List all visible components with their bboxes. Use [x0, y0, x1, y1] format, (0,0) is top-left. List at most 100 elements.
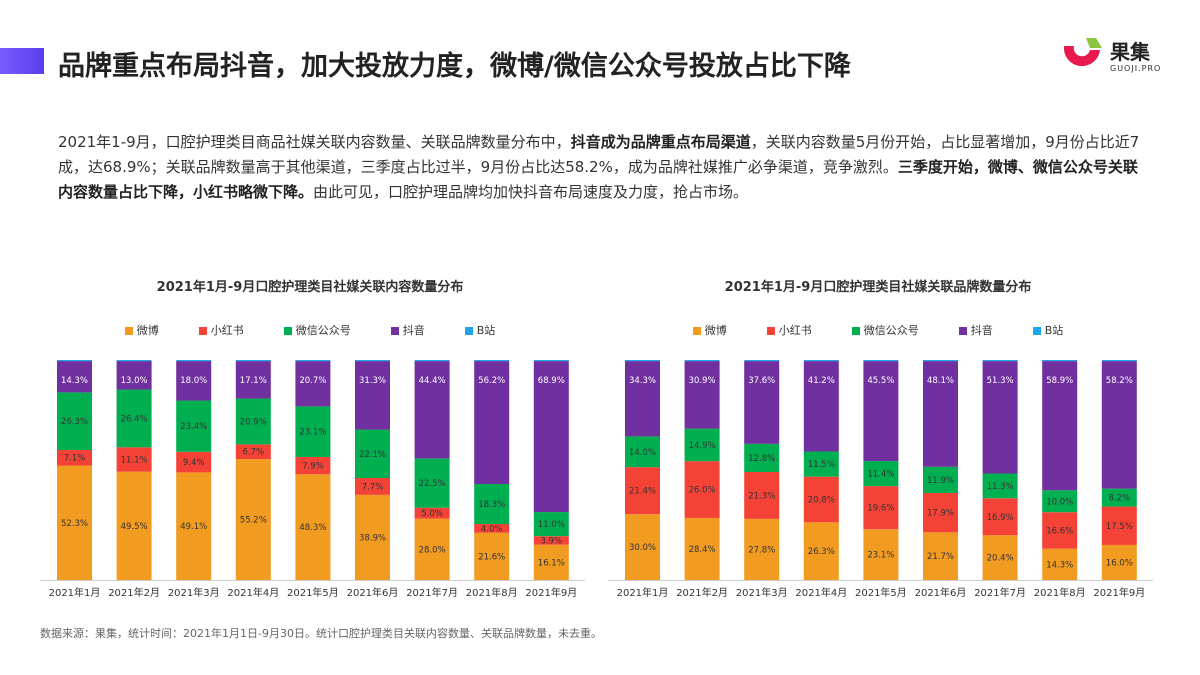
bar-segment: [414, 361, 450, 459]
bar-segment: [57, 361, 92, 393]
bar-segment: [803, 522, 839, 580]
x-tick-label: 2021年7月: [406, 586, 458, 599]
bar-segment: [863, 360, 899, 362]
bar-segment: [295, 361, 331, 407]
data-label: 8.2%: [1108, 494, 1130, 504]
bar-segment: [625, 436, 660, 468]
data-label: 26.3%: [808, 547, 835, 557]
bar-segment: [414, 507, 450, 519]
x-tick-label: 2021年2月: [108, 586, 160, 599]
bar-segment: [1101, 361, 1137, 489]
legend-item: 微博: [124, 322, 159, 338]
bar-segment: [474, 360, 510, 362]
data-label: 48.1%: [927, 376, 954, 386]
data-label: 44.4%: [419, 376, 446, 386]
bar-segment: [744, 471, 780, 519]
data-label: 23.1%: [299, 428, 326, 438]
data-label: 14.3%: [1046, 560, 1073, 570]
data-label: 21.6%: [478, 552, 505, 562]
data-label: 22.5%: [419, 479, 446, 489]
data-label: 34.3%: [629, 376, 656, 386]
x-tick-label: 2021年6月: [915, 586, 967, 599]
legend-item: B站: [1032, 322, 1064, 338]
legend-item: B站: [464, 322, 496, 338]
legend-item: 微信公众号: [283, 322, 351, 338]
chart-title: 2021年1月-9月口腔护理类目社媒关联品牌数量分布: [724, 280, 1032, 295]
logo-icon: [1063, 38, 1102, 67]
data-label: 45.5%: [867, 376, 894, 386]
bar-segment: [863, 461, 899, 487]
bar-segment: [176, 472, 212, 580]
x-tick-label: 2021年9月: [525, 586, 577, 599]
bar-segment: [355, 429, 390, 478]
legend-item: 抖音: [958, 322, 993, 338]
data-label: 6.7%: [242, 448, 264, 458]
legend-swatch: [464, 327, 473, 335]
data-label: 16.9%: [987, 513, 1014, 523]
para-seg-bold: 抖音成为品牌重点布局渠道: [570, 133, 751, 151]
data-label: 38.9%: [359, 533, 386, 543]
x-tick-label: 2021年5月: [855, 586, 907, 599]
data-label: 20.7%: [299, 376, 326, 386]
bar-segment: [684, 428, 720, 462]
data-label: 16.1%: [538, 558, 565, 568]
x-tick-label: 2021年9月: [1093, 586, 1145, 599]
bar-segment: [235, 459, 271, 580]
bar-segment: [116, 389, 152, 448]
data-label: 20.9%: [240, 417, 267, 427]
legend-swatch: [851, 327, 860, 335]
bar-segment: [923, 361, 958, 467]
bar-segment: [176, 400, 212, 452]
bar-segment: [414, 458, 450, 508]
data-source-note: 数据来源：果集，统计时间：2021年1月1日-9月30日。统计口腔护理类目关联内…: [40, 627, 602, 640]
para-seg: 2021年1-9月，口腔护理类目商品社媒关联内容数量、关联品牌数量分布中，: [58, 133, 571, 151]
para-seg: ，关联内容数量5月份开始，占比显著增加，9月份占比近7成，达68.9%；关联品牌…: [58, 133, 1140, 176]
bar-segment: [803, 451, 839, 477]
bar-segment: [863, 529, 899, 580]
x-tick-label: 2021年2月: [676, 586, 728, 599]
legend-label: B站: [476, 324, 496, 337]
x-tick-label: 2021年5月: [287, 586, 339, 599]
legend-item: 抖音: [390, 322, 425, 338]
legend-swatch: [958, 327, 967, 335]
data-label: 26.3%: [61, 417, 88, 427]
bar-segment: [625, 361, 660, 437]
data-label: 31.3%: [359, 376, 386, 386]
bar-segment: [533, 361, 569, 513]
data-label: 27.8%: [748, 545, 775, 555]
data-label: 28.0%: [419, 545, 446, 555]
legend-item: 小红书: [198, 322, 244, 338]
bar-segment: [1042, 361, 1078, 491]
data-label: 49.1%: [180, 522, 207, 532]
bar-segment: [474, 524, 510, 533]
data-label: 21.3%: [748, 491, 775, 501]
data-label: 9.4%: [183, 458, 205, 468]
bar-segment: [684, 360, 720, 362]
data-label: 18.0%: [180, 376, 207, 386]
legend-label: 微博: [136, 324, 159, 337]
logo-subtext: GUOJI.PRO: [1110, 64, 1162, 73]
bar-segment: [474, 532, 510, 580]
bar-segment: [625, 514, 660, 580]
bar-segment: [295, 474, 331, 580]
legend-label: 抖音: [402, 324, 425, 337]
data-label: 23.4%: [180, 422, 207, 432]
bar-segment: [474, 361, 510, 484]
bar-segment: [744, 518, 780, 580]
bar-segment: [533, 544, 569, 580]
legend-swatch: [198, 327, 207, 335]
bar-segment: [625, 467, 660, 515]
bar-segment: [923, 466, 958, 493]
data-label: 30.9%: [689, 376, 716, 386]
bar-segment: [176, 361, 212, 401]
bar-segment: [235, 361, 271, 399]
data-label: 7.9%: [302, 462, 324, 472]
legend-item: 微信公众号: [851, 322, 919, 338]
legend-label: B站: [1044, 324, 1064, 337]
bar-segment: [533, 512, 569, 537]
bar-segment: [684, 361, 720, 429]
legend-swatch: [1032, 327, 1041, 335]
bar-segment: [235, 444, 271, 460]
bar-segment: [803, 476, 839, 523]
legend-swatch: [283, 327, 292, 335]
